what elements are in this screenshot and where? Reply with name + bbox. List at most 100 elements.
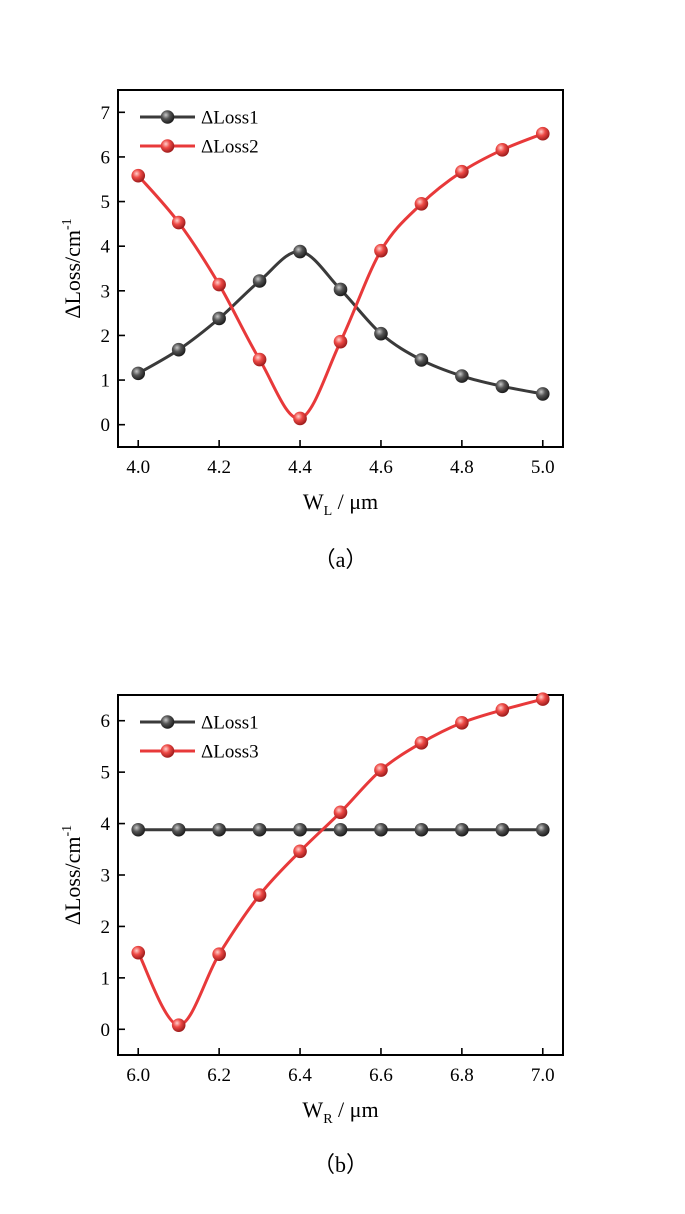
x-tick-label: 4.6 bbox=[369, 457, 393, 478]
legend-label: ΔLoss1 bbox=[201, 713, 259, 734]
data-point bbox=[455, 164, 469, 179]
data-point bbox=[171, 342, 186, 357]
data-point bbox=[455, 369, 469, 383]
legend-marker bbox=[160, 715, 175, 729]
data-point bbox=[374, 763, 388, 777]
data-point bbox=[495, 703, 510, 717]
chart-panel-a: 4.0 4.2 4.4 4.6 4.8 5.0 0 1 2 3 4 5 6 7 WL / μm ΔLoss/c… bbox=[60, 89, 564, 572]
data-point bbox=[293, 822, 307, 837]
x-tick-label: 6.6 bbox=[369, 1065, 393, 1086]
data-point bbox=[131, 945, 146, 960]
data-point bbox=[131, 822, 146, 837]
y-tick-label: 2 bbox=[101, 326, 111, 347]
y-axis-title: ΔLoss/cm-1 bbox=[60, 218, 85, 318]
x-axis-title-main: W bbox=[303, 489, 324, 514]
y-tick-label: 1 bbox=[101, 968, 111, 989]
x-axis-title-unit: / μm bbox=[333, 1097, 379, 1122]
chart-panel-b: 6.0 6.2 6.4 6.6 6.8 7.0 0 1 2 3 4 5 6 WR / μm ΔLoss/cm… bbox=[60, 692, 564, 1177]
y-axis-title: ΔLoss/cm-1 bbox=[60, 825, 85, 925]
data-point bbox=[374, 243, 388, 258]
data-point bbox=[333, 282, 348, 297]
data-point bbox=[212, 947, 226, 961]
y-axis-title-superscript: -1 bbox=[60, 218, 75, 230]
data-point bbox=[212, 311, 226, 326]
data-point bbox=[212, 822, 226, 837]
data-point bbox=[374, 326, 388, 341]
x-axis-title-main: W bbox=[302, 1097, 323, 1122]
data-point bbox=[535, 822, 550, 837]
data-point bbox=[455, 715, 469, 730]
x-axis-title-unit: / μm bbox=[332, 489, 378, 514]
y-tick-label: 4 bbox=[101, 237, 111, 258]
data-point bbox=[333, 334, 348, 349]
y-tick-label: 3 bbox=[101, 281, 111, 302]
panel-caption: （a） bbox=[314, 547, 368, 572]
x-tick-label: 6.2 bbox=[207, 1065, 231, 1086]
y-tick-label: 3 bbox=[101, 866, 111, 887]
data-point bbox=[293, 844, 307, 859]
y-tick-label: 1 bbox=[101, 371, 111, 392]
x-axis-title: WL / μm bbox=[303, 489, 378, 519]
series-line-ΔLoss2 bbox=[137, 132, 544, 420]
data-point bbox=[171, 215, 186, 230]
data-point bbox=[252, 274, 267, 288]
data-point bbox=[414, 353, 429, 367]
y-axis-title-superscript: -1 bbox=[60, 825, 75, 837]
x-tick-label: 4.4 bbox=[288, 457, 312, 478]
y-tick-label: 0 bbox=[101, 1020, 111, 1041]
data-point bbox=[414, 196, 429, 211]
y-axis-title-main: ΔLoss/cm bbox=[60, 836, 85, 925]
data-point bbox=[414, 736, 429, 750]
y-tick-label: 2 bbox=[101, 917, 111, 938]
data-point bbox=[252, 822, 267, 837]
x-tick-label: 6.0 bbox=[126, 1065, 150, 1086]
data-point bbox=[374, 822, 388, 837]
data-point bbox=[212, 277, 226, 292]
x-tick-label: 5.0 bbox=[531, 457, 555, 478]
data-point bbox=[171, 822, 186, 837]
data-point bbox=[131, 168, 146, 183]
plot-frame bbox=[117, 694, 564, 1056]
y-axis-title-main: ΔLoss/cm bbox=[60, 230, 85, 319]
data-point bbox=[495, 142, 510, 157]
data-point bbox=[535, 387, 550, 401]
series-line-ΔLoss3 bbox=[136, 697, 544, 1027]
data-point bbox=[414, 822, 429, 837]
data-point bbox=[333, 805, 348, 820]
legend-marker bbox=[160, 110, 175, 124]
x-axis-title: WR / μm bbox=[302, 1097, 378, 1127]
x-axis-title-subscript: L bbox=[324, 504, 333, 519]
plot-frame bbox=[117, 89, 564, 448]
series-line-ΔLoss1 bbox=[137, 250, 544, 396]
data-point bbox=[171, 1018, 186, 1032]
legend-marker bbox=[160, 139, 175, 153]
x-tick-label: 7.0 bbox=[531, 1065, 555, 1086]
data-point bbox=[535, 692, 550, 706]
y-tick-label: 7 bbox=[101, 103, 111, 124]
data-point bbox=[455, 822, 469, 837]
y-tick-label: 5 bbox=[101, 192, 111, 213]
x-tick-label: 4.0 bbox=[126, 457, 150, 478]
data-point bbox=[252, 888, 267, 902]
data-point bbox=[293, 244, 307, 259]
data-point bbox=[495, 379, 510, 394]
legend-marker bbox=[160, 744, 175, 758]
x-tick-label: 6.4 bbox=[288, 1065, 312, 1086]
legend-label: ΔLoss2 bbox=[201, 137, 259, 158]
data-point bbox=[293, 411, 307, 426]
y-tick-label: 0 bbox=[101, 415, 111, 436]
legend-label: ΔLoss3 bbox=[201, 742, 259, 763]
x-tick-label: 4.8 bbox=[450, 457, 474, 478]
x-tick-label: 6.8 bbox=[450, 1065, 474, 1086]
x-tick-label: 4.2 bbox=[207, 457, 231, 478]
y-tick-label: 4 bbox=[101, 814, 111, 835]
panel-caption: （b） bbox=[313, 1152, 368, 1177]
data-point bbox=[131, 366, 146, 381]
data-point bbox=[535, 126, 550, 141]
y-tick-label: 6 bbox=[101, 711, 111, 732]
data-point bbox=[495, 822, 510, 837]
legend-label: ΔLoss1 bbox=[201, 108, 259, 129]
x-axis-title-subscript: R bbox=[323, 1112, 333, 1127]
data-point bbox=[333, 822, 348, 837]
